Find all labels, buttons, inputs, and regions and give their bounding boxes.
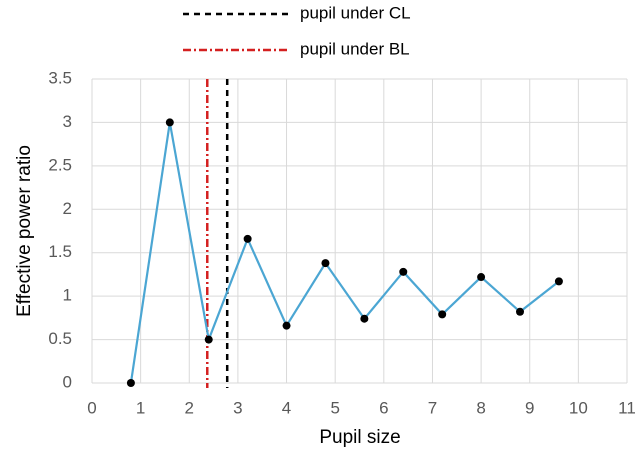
data-point [477,273,486,282]
data-line [129,122,560,384]
data-point [438,310,447,319]
data-point [360,314,369,323]
y-tick-label: 0.5 [48,329,72,348]
legend-label: pupil under CL [300,3,411,22]
y-tick-label: 0 [63,372,72,391]
data-point [321,259,330,268]
y-tick-label: 1 [63,286,72,305]
x-tick-label: 3 [233,398,242,417]
x-tick-label: 10 [569,398,588,417]
data-point [399,267,408,276]
y-tick-label: 2.5 [48,155,72,174]
data-point [516,307,524,316]
y-tick-label: 1.5 [48,242,72,261]
y-tick-label: 3 [63,112,72,131]
x-tick-label: 4 [282,398,291,417]
data-point [165,118,174,127]
x-tick-label: 1 [136,398,145,417]
x-tick-label: 7 [428,398,437,417]
legend-label: pupil under BL [300,39,410,58]
data-point [282,321,291,330]
y-tick-label: 2 [63,199,72,218]
y-tick-label: 3.5 [48,68,72,87]
data-point [204,335,213,344]
x-tick-label: 8 [476,398,485,417]
x-tick-label: 0 [87,398,96,417]
x-tick-label: 11 [618,398,636,417]
data-point [126,379,135,387]
data-point [243,234,252,243]
x-axis-label: Pupil size [319,427,400,448]
x-tick-label: 6 [379,398,388,417]
x-tick-label: 2 [185,398,194,417]
x-tick-label: 5 [330,398,339,417]
x-tick-label: 9 [525,398,534,417]
y-axis-label: Effective power ratio [14,145,35,317]
data-point [554,277,563,286]
